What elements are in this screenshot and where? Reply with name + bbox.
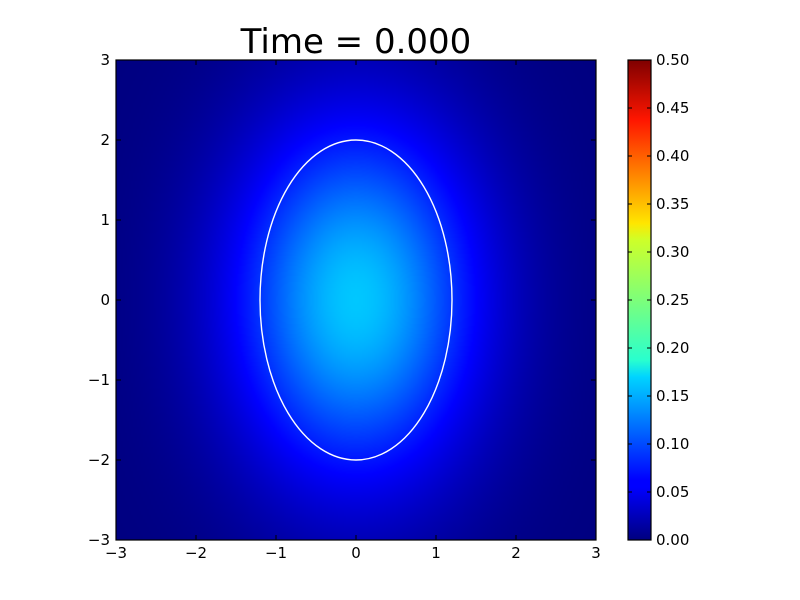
colorbar-tick-label: 0.20	[656, 339, 689, 357]
colorbar-tick-label: 0.45	[656, 99, 689, 117]
x-tick-label: 1	[431, 544, 441, 562]
contour-ellipse	[259, 139, 453, 461]
colorbar-tick-label: 0.05	[656, 483, 689, 501]
y-tick-label: 2	[100, 131, 110, 149]
y-tick-label: 3	[100, 51, 110, 69]
colorbar-tick-label: 0.10	[656, 435, 689, 453]
x-tick-label: 3	[591, 544, 601, 562]
y-tick-label: 0	[100, 291, 110, 309]
y-tick-label: 1	[100, 211, 110, 229]
y-tick-label: −1	[88, 371, 110, 389]
y-tick-label: −3	[88, 531, 110, 549]
x-axis-ticks: −3 −2 −1 0 1 2 3	[105, 60, 601, 562]
y-tick-label: −2	[88, 451, 110, 469]
colorbar-tick-label: 0.00	[656, 531, 689, 549]
colorbar-tick-label: 0.35	[656, 195, 689, 213]
heatmap-image	[116, 60, 596, 540]
chart-title: Time = 0.000	[240, 22, 472, 62]
y-axis-ticks: 3 2 1 0 −1 −2 −3	[88, 51, 596, 549]
colorbar: 0.50 0.45 0.40 0.35 0.30 0.25 0.20 0.15 0.10 0.05…	[627, 51, 689, 549]
colorbar-tick-label: 0.25	[656, 291, 689, 309]
x-tick-label: −2	[185, 544, 207, 562]
x-tick-label: 0	[351, 544, 361, 562]
colorbar-ticks: 0.50 0.45 0.40 0.35 0.30 0.25 0.20 0.15 0.10 0.05…	[628, 51, 689, 549]
colorbar-tick-label: 0.30	[656, 243, 689, 261]
plot-area: −3 −2 −1 0 1 2 3 3 2 1 0 −1 −2 −3	[88, 51, 601, 562]
x-tick-label: −1	[265, 544, 287, 562]
colorbar-tick-label: 0.40	[656, 147, 689, 165]
x-tick-label: −3	[105, 544, 127, 562]
colorbar-tick-label: 0.15	[656, 387, 689, 405]
colorbar-gradient	[628, 60, 651, 540]
x-tick-label: 2	[511, 544, 521, 562]
colorbar-tick-label: 0.50	[656, 51, 689, 69]
